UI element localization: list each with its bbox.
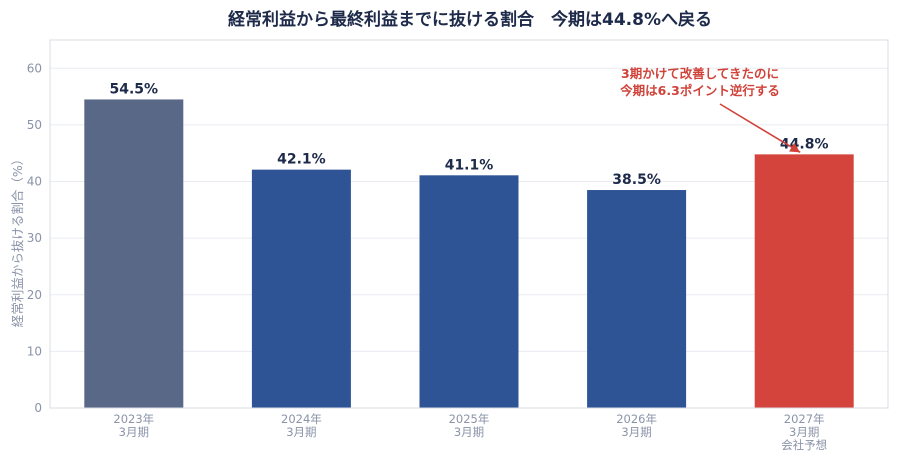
bar [587, 190, 687, 408]
x-tick-label: 3月期 [621, 425, 651, 439]
y-tick-label: 0 [34, 401, 42, 415]
bar [84, 99, 184, 408]
x-axis: 2023年3月期2024年3月期2025年3月期2026年3月期2027年3月期… [113, 412, 827, 452]
data-label: 41.1% [445, 157, 494, 173]
bar [419, 175, 519, 408]
x-tick-label: 2026年 [616, 412, 657, 426]
x-tick-label: 3月期 [286, 425, 316, 439]
annotation-text: 今期は6.3ポイント逆行する [619, 83, 780, 98]
x-tick-label: 3月期 [789, 425, 819, 439]
chart-title: 経常利益から最終利益までに抜ける割合 今期は44.8%へ戻る [228, 9, 712, 30]
x-tick-label: 2024年 [281, 412, 322, 426]
bars [84, 99, 854, 408]
y-tick-label: 60 [27, 61, 42, 75]
y-tick-label: 10 [27, 344, 42, 358]
x-tick-label: 3月期 [454, 425, 484, 439]
y-tick-label: 20 [27, 288, 42, 302]
annotation-arrow-line [719, 103, 801, 154]
data-label: 54.5% [110, 81, 159, 97]
annotation-text: 3期かけて改善してきたのに [621, 66, 779, 81]
x-tick-label: 2027年 [784, 412, 825, 426]
y-tick-label: 30 [27, 231, 42, 245]
x-tick-label: 会社予想 [781, 438, 827, 452]
data-label: 42.1% [277, 152, 326, 168]
data-label: 38.5% [612, 172, 661, 188]
y-tick-label: 50 [27, 118, 42, 132]
y-tick-label: 40 [27, 175, 42, 189]
bar [754, 154, 854, 408]
x-tick-label: 2025年 [449, 412, 490, 426]
x-tick-label: 3月期 [119, 425, 149, 439]
x-tick-label: 2023年 [113, 412, 154, 426]
y-axis-label: 経常利益から抜ける割合（%） [10, 153, 25, 327]
annotation-arrow-head [789, 142, 801, 153]
bar [251, 169, 351, 408]
plot-frame [49, 39, 889, 409]
y-axis: 0 10 20 30 40 50 60 [27, 61, 42, 415]
